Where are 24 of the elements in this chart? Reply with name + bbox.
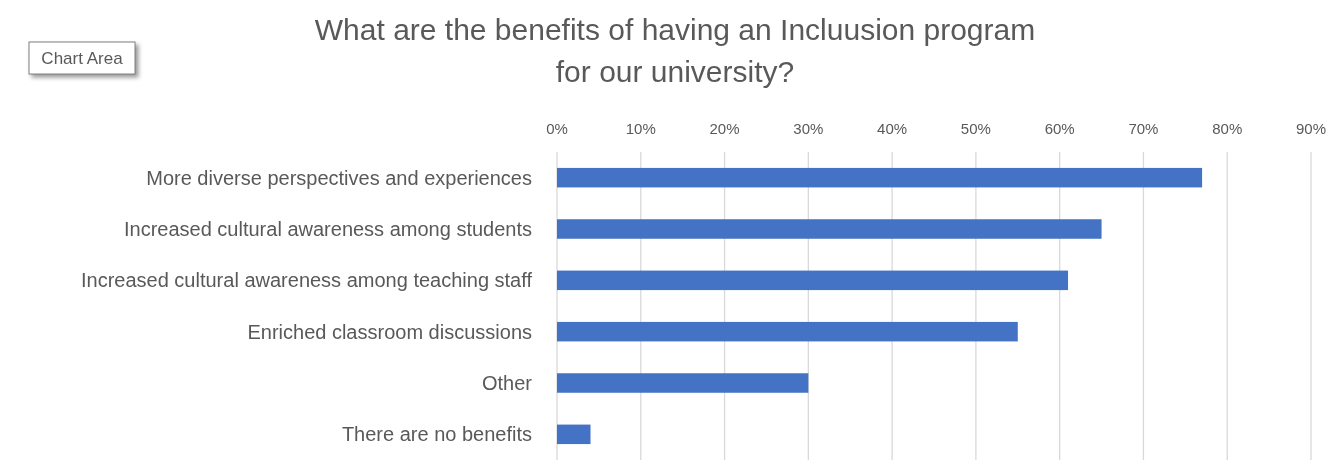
x-tick-label: 30% xyxy=(793,120,824,137)
x-tick-label: 40% xyxy=(877,120,908,137)
y-tick-label: More diverse perspectives and experiences xyxy=(146,166,532,189)
x-tick-label: 20% xyxy=(709,120,740,137)
y-tick-label: Increased cultural awareness among teaching staff xyxy=(80,269,533,292)
x-tick-label: 70% xyxy=(1128,120,1159,137)
x-tick-label: 0% xyxy=(546,120,568,137)
x-tick-label: 10% xyxy=(625,120,656,137)
bar xyxy=(557,219,1102,239)
bar xyxy=(557,373,809,393)
x-tick-label: 80% xyxy=(1212,120,1243,137)
y-tick-label: There are no benefits xyxy=(341,423,532,446)
bar xyxy=(557,321,1018,342)
y-tick-label: Enriched classroom discussions xyxy=(247,320,532,343)
y-tick-label: Increased cultural awareness among students xyxy=(123,218,532,240)
x-tick-label: 90% xyxy=(1295,120,1327,137)
y-tick-label: Other xyxy=(481,372,533,394)
text: Chart Area xyxy=(41,49,124,68)
x-tick-label: 60% xyxy=(1044,120,1075,137)
bar xyxy=(557,270,1069,291)
bar xyxy=(557,424,591,445)
bar xyxy=(557,167,1203,188)
x-tick-label: 50% xyxy=(960,120,991,137)
chart-title: What are the benefits of having an Incluusion program for our university? xyxy=(314,13,1036,88)
